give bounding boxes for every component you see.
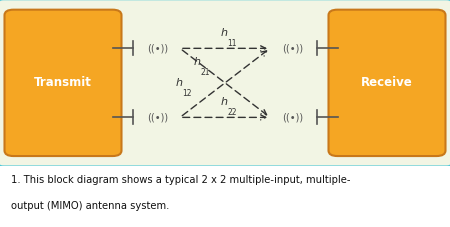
FancyBboxPatch shape xyxy=(328,10,446,156)
Text: Transmit: Transmit xyxy=(34,76,92,89)
Text: h: h xyxy=(220,28,227,38)
FancyBboxPatch shape xyxy=(0,0,450,167)
Text: h: h xyxy=(220,97,227,107)
Text: 12: 12 xyxy=(182,89,192,98)
FancyBboxPatch shape xyxy=(4,10,122,156)
Text: Receive: Receive xyxy=(361,76,413,89)
Text: 21: 21 xyxy=(200,68,210,77)
Text: ((•)): ((•)) xyxy=(282,112,303,122)
Text: h: h xyxy=(175,78,182,88)
Text: 11: 11 xyxy=(227,39,237,48)
Text: 22: 22 xyxy=(227,108,237,117)
Text: 1. This block diagram shows a typical 2 x 2 multiple-input, multiple-: 1. This block diagram shows a typical 2 … xyxy=(11,175,351,185)
Text: ((•)): ((•)) xyxy=(147,43,168,53)
Text: ((•)): ((•)) xyxy=(282,43,303,53)
Text: ((•)): ((•)) xyxy=(147,112,168,122)
Text: h: h xyxy=(193,57,200,67)
Text: output (MIMO) antenna system.: output (MIMO) antenna system. xyxy=(11,201,170,211)
